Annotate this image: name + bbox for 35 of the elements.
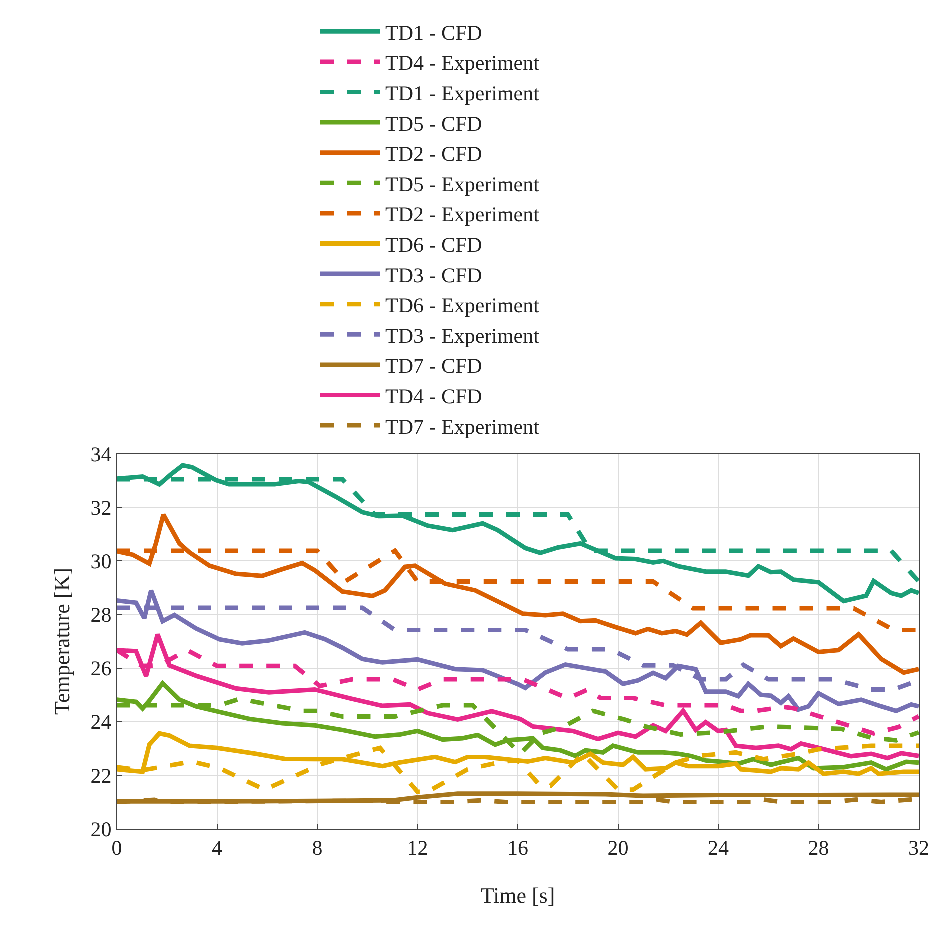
x-tick-label: 32 [908, 836, 930, 860]
x-tick-label: 20 [608, 836, 629, 860]
legend-label: TD6 - CFD [386, 232, 482, 257]
legend-label: TD3 - CFD [386, 263, 482, 288]
legend-label: TD3 - Experiment [386, 324, 540, 348]
legend-label: TD2 - Experiment [386, 202, 540, 227]
y-tick-label: 20 [90, 817, 112, 842]
legend-label: TD4 - CFD [386, 384, 482, 408]
x-tick-label: 0 [112, 836, 122, 860]
line-series [117, 588, 919, 714]
legend-label: TD6 - Experiment [386, 294, 540, 318]
y-tick-label: 28 [90, 603, 112, 628]
x-tick-label: 4 [212, 836, 223, 860]
legend-label: TD2 - CFD [386, 142, 482, 166]
line-series [117, 681, 919, 772]
x-tick-label: 24 [708, 836, 730, 860]
legend-label: TD7 - Experiment [386, 414, 540, 439]
legend-label: TD1 - CFD [386, 20, 482, 45]
y-tick-label: 32 [90, 496, 112, 520]
x-tick-label: 12 [407, 836, 428, 860]
x-tick-label: 8 [312, 836, 323, 860]
y-tick-label: 34 [90, 442, 112, 466]
legend-label: TD5 - Experiment [386, 172, 540, 196]
x-axis-title: Time [s] [480, 883, 556, 908]
y-tick-label: 30 [90, 549, 112, 574]
legend-label: TD5 - CFD [386, 112, 482, 136]
legend-label: TD7 - CFD [386, 354, 482, 378]
x-tick-label: 28 [808, 836, 830, 860]
legend-label: TD1 - Experiment [386, 81, 540, 106]
legend-label: TD4 - Experiment [386, 51, 540, 76]
y-tick-label: 26 [90, 656, 112, 681]
y-tick-label: 24 [90, 710, 112, 734]
y-tick-label: 22 [90, 764, 112, 788]
y-axis-title: Temperature [K] [50, 568, 75, 715]
x-tick-label: 16 [508, 836, 528, 860]
